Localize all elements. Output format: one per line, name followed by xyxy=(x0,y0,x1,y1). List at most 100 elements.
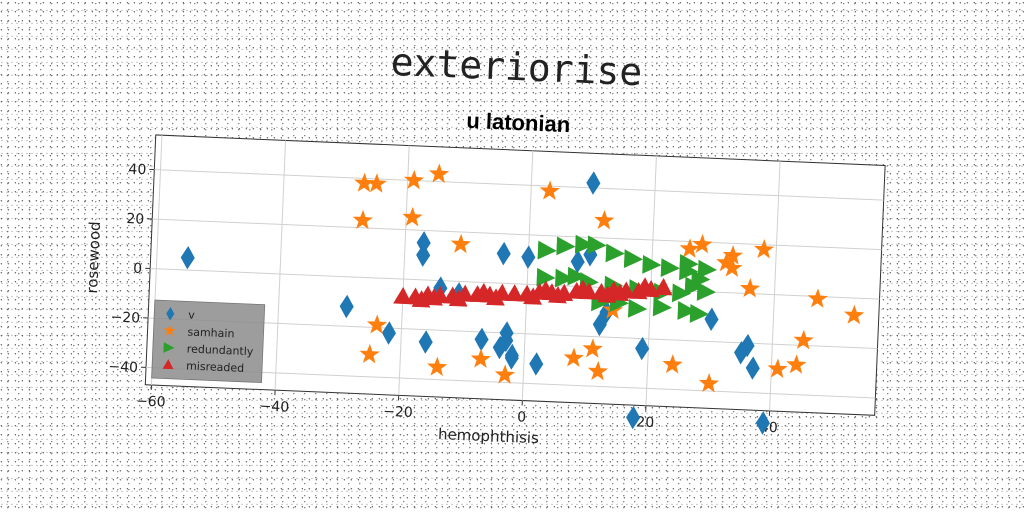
series-4-point xyxy=(485,288,505,306)
x-tick-label: −20 xyxy=(383,404,413,421)
series-4-point xyxy=(653,278,673,296)
series-3-point xyxy=(697,259,717,279)
y-tick-label: −20 xyxy=(110,309,140,326)
series-3-point xyxy=(567,266,587,286)
series-3-point xyxy=(660,258,680,278)
series-2-point xyxy=(450,233,472,254)
series-1-point xyxy=(521,245,536,269)
series-2-point xyxy=(563,347,584,367)
series-4 xyxy=(393,277,673,308)
series-1 xyxy=(180,171,770,435)
series-1-point xyxy=(381,321,396,345)
y-grid-line xyxy=(150,268,880,300)
series-2-point xyxy=(786,354,807,374)
x-grid-line xyxy=(274,140,287,391)
series-2-point xyxy=(679,238,700,258)
series-3-point xyxy=(587,235,607,255)
series-2-point xyxy=(692,233,713,254)
series-2-point xyxy=(470,348,491,369)
y-tick-label: −40 xyxy=(108,359,138,376)
series-3-point xyxy=(556,236,576,256)
series-3-point xyxy=(642,254,662,274)
series-3-point xyxy=(671,283,692,303)
x-tick-label: −60 xyxy=(136,393,166,410)
series-2-point xyxy=(722,257,743,277)
series-4-point xyxy=(424,288,443,306)
y-grid-line xyxy=(145,366,876,399)
series-2-point xyxy=(698,372,720,393)
series-4-point xyxy=(609,283,629,301)
series-3-point xyxy=(574,234,595,254)
series-3-point xyxy=(696,282,717,301)
series-2-point xyxy=(662,354,683,374)
legend-box xyxy=(151,299,266,384)
series-2-point xyxy=(402,206,423,227)
chart-subtitle: u latonian xyxy=(466,108,571,137)
legend-entry: samhain xyxy=(187,325,234,340)
series-1-point xyxy=(418,330,433,354)
y-tick-label: 40 xyxy=(128,162,146,179)
series-2-point xyxy=(582,338,603,358)
y-tick-label: 20 xyxy=(126,211,144,228)
legend-entry: misreaded xyxy=(186,359,245,374)
x-tick-label: 0 xyxy=(517,409,527,425)
legend-marker xyxy=(163,324,176,336)
x-grid-line xyxy=(521,150,534,401)
series-3-point xyxy=(554,268,575,288)
series-1-point xyxy=(529,352,544,376)
series-1-point xyxy=(635,336,650,361)
legend-marker xyxy=(163,342,175,353)
series-2-point xyxy=(366,173,387,193)
data-series xyxy=(180,163,865,435)
y-grid-line xyxy=(152,218,882,251)
series-2-point xyxy=(359,343,380,364)
legend-marker xyxy=(166,306,175,321)
series-2 xyxy=(352,163,865,393)
y-grid-line xyxy=(154,169,884,201)
series-2-point xyxy=(427,356,448,377)
series-2-point xyxy=(352,209,373,230)
series-1-point xyxy=(704,307,719,332)
series-2-point xyxy=(753,239,775,259)
series-3-point xyxy=(605,243,625,263)
series-2-point xyxy=(428,163,450,183)
series-2-point xyxy=(844,304,865,325)
x-tick-label: 20 xyxy=(636,414,654,431)
series-1-point xyxy=(740,333,755,358)
x-axis-label: hemophthisis xyxy=(438,425,540,447)
legend-marker xyxy=(162,359,174,370)
series-4-point xyxy=(635,277,654,295)
series-4-point xyxy=(393,286,412,305)
series-2-point xyxy=(594,210,615,230)
series-1-point xyxy=(586,171,601,195)
series-4-point xyxy=(411,290,431,308)
series-3-point xyxy=(537,240,557,260)
y-tick-label: 0 xyxy=(133,261,143,277)
series-2-point xyxy=(793,329,814,350)
series-3-point xyxy=(689,304,709,323)
series-2-point xyxy=(494,364,516,384)
series-4-point xyxy=(448,289,468,307)
series-1-point xyxy=(755,411,770,435)
series-1-point xyxy=(180,245,195,270)
series-3-point xyxy=(623,249,644,269)
series-4-point xyxy=(473,282,493,301)
series-1-point xyxy=(499,328,514,353)
series-3-point xyxy=(677,301,697,320)
series-1-point xyxy=(745,356,760,380)
series-2-point xyxy=(807,288,828,308)
series-1-point xyxy=(416,243,431,267)
plot-area xyxy=(144,134,886,416)
series-1-point xyxy=(339,294,354,319)
x-tick-label: −40 xyxy=(259,399,289,416)
x-grid-line xyxy=(769,161,781,411)
series-1-point xyxy=(496,241,511,266)
series-3-point xyxy=(679,254,699,273)
legend-entry: redundantly xyxy=(187,342,255,358)
series-1-point xyxy=(504,346,519,370)
grid xyxy=(145,135,884,411)
